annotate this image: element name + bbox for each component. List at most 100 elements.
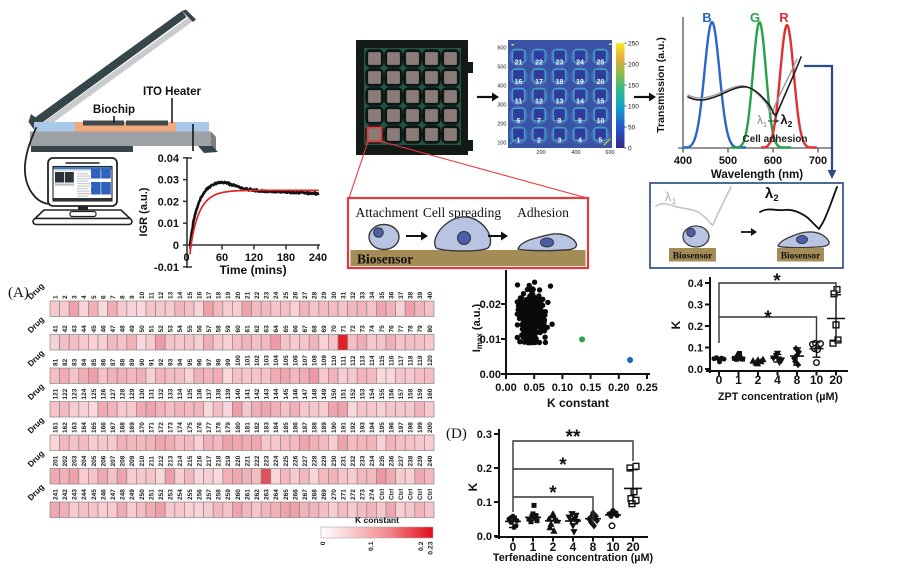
svg-text:161: 161 — [52, 422, 59, 433]
svg-text:22: 22 — [535, 59, 543, 66]
svg-text:8: 8 — [120, 295, 127, 299]
svg-text:75: 75 — [379, 325, 386, 333]
svg-text:14: 14 — [576, 98, 584, 105]
svg-text:113: 113 — [360, 355, 367, 366]
svg-text:400: 400 — [497, 84, 506, 90]
svg-text:K constant: K constant — [547, 396, 609, 410]
svg-text:159: 159 — [417, 388, 424, 399]
svg-text:55: 55 — [187, 325, 194, 333]
svg-text:228: 228 — [312, 455, 319, 466]
svg-text:78: 78 — [408, 325, 415, 333]
svg-text:0.0: 0.0 — [688, 364, 703, 376]
svg-text:Time (mins): Time (mins) — [219, 263, 286, 277]
svg-text:240: 240 — [309, 252, 327, 264]
svg-text:2: 2 — [550, 540, 557, 554]
svg-text:λ: λ — [780, 112, 788, 127]
svg-text:3: 3 — [558, 137, 562, 144]
svg-text:196: 196 — [388, 422, 395, 433]
svg-text:0.23: 0.23 — [428, 541, 435, 554]
svg-text:135: 135 — [187, 388, 194, 399]
svg-text:250: 250 — [139, 489, 146, 500]
svg-text:241: 241 — [52, 489, 59, 500]
svg-text:λ: λ — [665, 189, 672, 204]
svg-text:76: 76 — [388, 325, 395, 333]
svg-text:50: 50 — [139, 325, 146, 333]
svg-text:80: 80 — [427, 325, 434, 333]
svg-text:24: 24 — [273, 291, 280, 299]
svg-text:253: 253 — [168, 489, 175, 500]
svg-text:13: 13 — [556, 98, 564, 105]
svg-text:0.04: 0.04 — [158, 153, 180, 165]
svg-text:188: 188 — [312, 422, 319, 433]
svg-text:126: 126 — [100, 388, 107, 399]
svg-text:209: 209 — [129, 455, 136, 466]
svg-text:20: 20 — [235, 291, 242, 299]
svg-text:8: 8 — [590, 540, 597, 554]
svg-text:260: 260 — [235, 489, 242, 500]
svg-text:190: 190 — [331, 422, 338, 433]
svg-text:270: 270 — [331, 489, 338, 500]
svg-text:20: 20 — [626, 540, 640, 554]
svg-text:6: 6 — [100, 295, 107, 299]
svg-text:124: 124 — [81, 388, 88, 399]
svg-text:153: 153 — [360, 388, 367, 399]
svg-text:Drug: Drug — [26, 416, 46, 436]
svg-text:(A): (A) — [8, 285, 29, 301]
svg-text:255: 255 — [187, 489, 194, 500]
svg-text:57: 57 — [206, 325, 213, 333]
svg-text:111: 111 — [340, 355, 347, 366]
svg-text:112: 112 — [350, 355, 357, 366]
svg-text:*: * — [559, 455, 567, 476]
svg-text:49: 49 — [129, 325, 136, 333]
svg-text:84: 84 — [81, 358, 88, 366]
svg-text:0.2: 0.2 — [418, 541, 425, 551]
svg-text:213: 213 — [168, 455, 175, 466]
svg-text:265: 265 — [283, 489, 290, 500]
svg-text:0.3: 0.3 — [688, 300, 703, 312]
svg-text:206: 206 — [100, 455, 107, 466]
svg-text:101: 101 — [244, 355, 251, 366]
svg-text:203: 203 — [72, 455, 79, 466]
svg-text:λ: λ — [765, 185, 774, 202]
svg-text:121: 121 — [52, 388, 59, 399]
svg-text:7: 7 — [110, 295, 117, 299]
svg-text:-0.01: -0.01 — [154, 262, 179, 274]
svg-text:12: 12 — [535, 98, 543, 105]
svg-text:ZPT concentration (µM): ZPT concentration (µM) — [718, 391, 839, 403]
svg-text:222: 222 — [254, 455, 261, 466]
svg-text:0.3: 0.3 — [477, 429, 492, 441]
svg-text:K constant: K constant — [355, 515, 399, 525]
svg-text:156: 156 — [388, 388, 395, 399]
svg-text:152: 152 — [350, 388, 357, 399]
svg-text:48: 48 — [120, 325, 127, 333]
svg-text:180: 180 — [277, 252, 295, 264]
svg-text:200: 200 — [536, 150, 545, 156]
svg-text:68: 68 — [312, 325, 319, 333]
svg-text:211: 211 — [148, 456, 155, 467]
svg-text:Ctrl: Ctrl — [379, 489, 386, 500]
svg-text:0: 0 — [173, 240, 179, 252]
svg-text:238: 238 — [408, 455, 415, 466]
svg-text:79: 79 — [417, 325, 424, 333]
svg-text:223: 223 — [264, 455, 271, 466]
svg-text:61: 61 — [244, 325, 251, 333]
svg-text:53: 53 — [168, 325, 175, 333]
svg-text:4: 4 — [774, 373, 781, 387]
svg-text:218: 218 — [216, 455, 223, 466]
svg-text:95: 95 — [187, 358, 194, 366]
svg-text:37: 37 — [398, 291, 405, 299]
svg-text:0: 0 — [510, 540, 517, 554]
svg-text:85: 85 — [91, 358, 98, 366]
svg-text:200: 200 — [497, 122, 506, 128]
svg-text:9: 9 — [129, 295, 136, 299]
svg-text:74: 74 — [369, 325, 376, 333]
svg-text:K: K — [466, 482, 480, 491]
svg-text:54: 54 — [177, 325, 184, 333]
svg-text:181: 181 — [244, 422, 251, 433]
svg-text:224: 224 — [273, 455, 280, 466]
svg-text:148: 148 — [312, 388, 319, 399]
svg-text:215: 215 — [187, 455, 194, 466]
svg-text:Biosensor: Biosensor — [673, 252, 713, 262]
svg-text:257: 257 — [206, 489, 213, 500]
svg-text:Drug: Drug — [26, 449, 46, 469]
